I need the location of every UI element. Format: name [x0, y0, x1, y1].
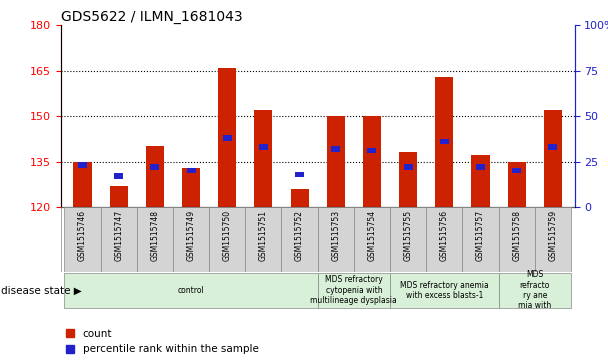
Text: disease state ▶: disease state ▶: [1, 285, 81, 295]
Text: MDS refractory
cytopenia with
multilineage dysplasia: MDS refractory cytopenia with multilinea…: [311, 276, 397, 305]
Bar: [326, 116, 345, 207]
Text: GSM1515755: GSM1515755: [404, 210, 413, 261]
Bar: [354, 207, 390, 272]
Text: GSM1515746: GSM1515746: [78, 210, 87, 261]
Bar: [363, 116, 381, 207]
Bar: [64, 207, 100, 272]
Bar: [150, 164, 159, 170]
Text: GSM1515748: GSM1515748: [150, 210, 159, 261]
Text: GSM1515750: GSM1515750: [223, 210, 232, 261]
Bar: [100, 207, 137, 272]
Bar: [476, 164, 485, 170]
Bar: [544, 110, 562, 207]
Bar: [109, 186, 128, 207]
Bar: [209, 207, 245, 272]
Text: GSM1515749: GSM1515749: [187, 210, 196, 261]
Bar: [508, 162, 526, 207]
Bar: [390, 273, 499, 308]
Text: GSM1515758: GSM1515758: [512, 210, 521, 261]
Bar: [548, 144, 558, 150]
Bar: [367, 148, 376, 153]
Bar: [390, 207, 426, 272]
Text: GSM1515756: GSM1515756: [440, 210, 449, 261]
Text: GSM1515757: GSM1515757: [476, 210, 485, 261]
Bar: [282, 207, 317, 272]
Text: MDS
refracto
ry ane
mia with: MDS refracto ry ane mia with: [518, 270, 551, 310]
Bar: [331, 146, 340, 152]
Bar: [499, 207, 535, 272]
Bar: [146, 146, 164, 207]
Text: GSM1515747: GSM1515747: [114, 210, 123, 261]
Bar: [440, 139, 449, 144]
Bar: [471, 155, 489, 207]
Text: GSM1515759: GSM1515759: [548, 210, 558, 261]
Bar: [399, 152, 417, 207]
Text: MDS refractory anemia
with excess blasts-1: MDS refractory anemia with excess blasts…: [400, 281, 489, 300]
Bar: [223, 135, 232, 140]
Bar: [182, 168, 200, 207]
Bar: [114, 174, 123, 179]
Bar: [295, 171, 304, 177]
Text: GSM1515752: GSM1515752: [295, 210, 304, 261]
Bar: [435, 77, 454, 207]
Bar: [463, 207, 499, 272]
Bar: [137, 207, 173, 272]
Bar: [426, 207, 463, 272]
Bar: [499, 273, 571, 308]
Bar: [173, 207, 209, 272]
Bar: [74, 162, 92, 207]
Bar: [64, 273, 317, 308]
Bar: [404, 164, 413, 170]
Text: GDS5622 / ILMN_1681043: GDS5622 / ILMN_1681043: [61, 11, 243, 24]
Text: GSM1515754: GSM1515754: [367, 210, 376, 261]
Bar: [317, 273, 390, 308]
Bar: [245, 207, 282, 272]
Bar: [535, 207, 571, 272]
Bar: [218, 68, 237, 207]
Text: GSM1515751: GSM1515751: [259, 210, 268, 261]
Bar: [259, 144, 268, 150]
Legend: count, percentile rank within the sample: count, percentile rank within the sample: [66, 329, 258, 354]
Bar: [187, 168, 196, 173]
Bar: [291, 189, 309, 207]
Bar: [512, 168, 521, 173]
Bar: [78, 162, 87, 168]
Text: GSM1515753: GSM1515753: [331, 210, 340, 261]
Bar: [254, 110, 272, 207]
Bar: [317, 207, 354, 272]
Text: control: control: [178, 286, 204, 295]
